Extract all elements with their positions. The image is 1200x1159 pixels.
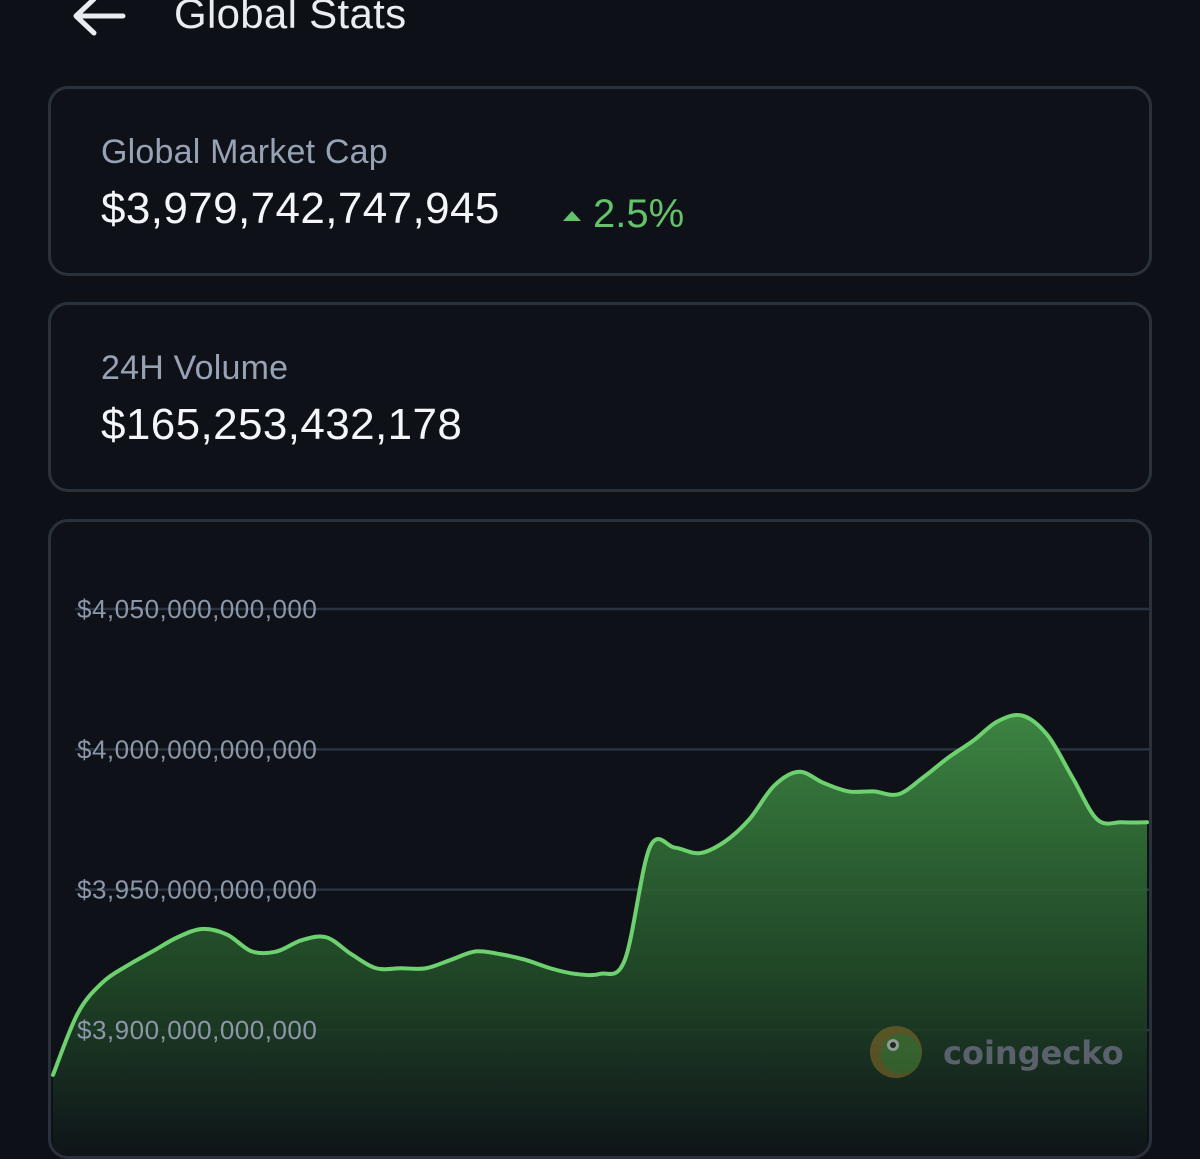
y-tick-label: $4,050,000,000,000 bbox=[77, 594, 317, 624]
market-cap-change: 2.5% bbox=[561, 192, 684, 237]
page-title: Global Stats bbox=[174, 0, 407, 37]
market-cap-chart-card[interactable]: $3,900,000,000,000 $3,950,000,000,000 $4,0… bbox=[48, 519, 1152, 1159]
volume-value: $165,253,432,178 bbox=[101, 400, 463, 449]
coingecko-watermark: coingecko bbox=[870, 1026, 1124, 1078]
header: Global Stats bbox=[0, 0, 1200, 60]
arrow-left-icon bbox=[73, 0, 126, 36]
volume-card[interactable]: 24H Volume $165,253,432,178 bbox=[48, 302, 1152, 492]
volume-label: 24H Volume bbox=[101, 349, 289, 387]
y-tick-label: $3,950,000,000,000 bbox=[77, 875, 317, 905]
gecko-logo-icon bbox=[870, 1026, 922, 1078]
y-tick-label: $4,000,000,000,000 bbox=[77, 734, 317, 764]
caret-up-icon bbox=[563, 210, 581, 221]
chart-series-line bbox=[51, 712, 1149, 1077]
back-button[interactable] bbox=[66, 0, 130, 44]
watermark-text: coingecko bbox=[943, 1034, 1124, 1072]
market-cap-change-value: 2.5% bbox=[593, 192, 685, 236]
market-cap-card[interactable]: Global Market Cap $3,979,742,747,945 2.5… bbox=[48, 86, 1152, 276]
market-cap-label: Global Market Cap bbox=[101, 133, 388, 171]
market-cap-chart[interactable]: $3,900,000,000,000 $3,950,000,000,000 $4,0… bbox=[51, 522, 1149, 1156]
chart-area-fill bbox=[53, 714, 1147, 1156]
market-cap-value: $3,979,742,747,945 bbox=[101, 184, 500, 233]
y-tick-label: $3,900,000,000,000 bbox=[77, 1015, 317, 1045]
